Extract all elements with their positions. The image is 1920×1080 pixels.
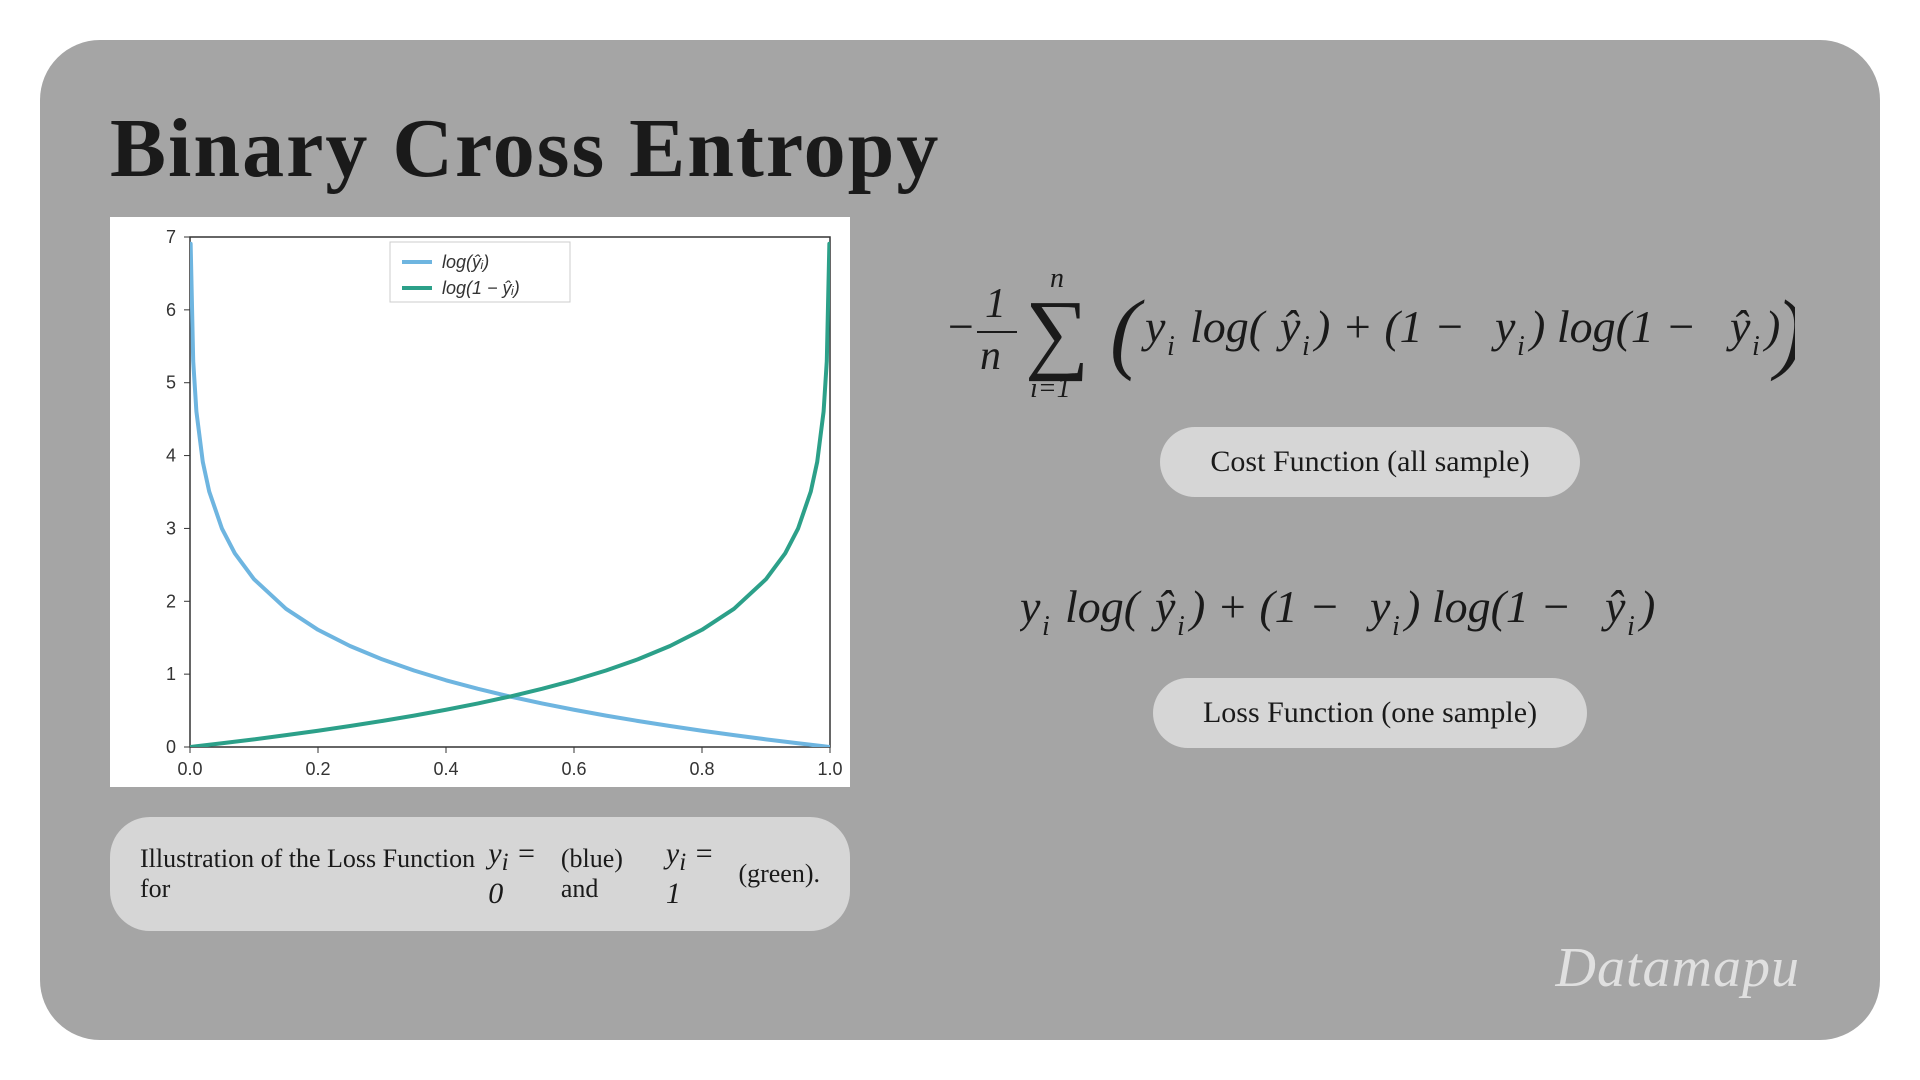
svg-text:log(: log(	[1190, 301, 1267, 352]
svg-text:y: y	[1141, 301, 1166, 352]
cost-function-group: − 1 n ∑ n i=1 ( y i log( ŷ i ) + (1 −	[930, 257, 1810, 497]
svg-text:6: 6	[166, 300, 176, 320]
svg-text:y: y	[1020, 581, 1041, 632]
svg-text:(: (	[1110, 283, 1145, 382]
svg-text:0.4: 0.4	[433, 759, 458, 779]
svg-text:y: y	[1491, 301, 1516, 352]
svg-text:) log(1 −: ) log(1 −	[1402, 581, 1571, 632]
right-panel: − 1 n ∑ n i=1 ( y i log( ŷ i ) + (1 −	[930, 217, 1810, 931]
svg-text:i=1: i=1	[1030, 373, 1071, 404]
caption-prefix: Illustration of the Loss Function for	[140, 844, 480, 904]
brand-logo: Datamapu	[1556, 936, 1800, 1000]
caption-mid-2: (green).	[738, 859, 820, 889]
svg-text:1: 1	[985, 281, 1006, 327]
svg-text:i: i	[1752, 331, 1760, 362]
svg-text:log(1 − ŷᵢ): log(1 − ŷᵢ)	[442, 278, 520, 298]
svg-text:1: 1	[166, 664, 176, 684]
cost-function-label: Cost Function (all sample)	[1160, 427, 1579, 497]
svg-text:i: i	[1392, 611, 1400, 642]
svg-text:1.0: 1.0	[817, 759, 842, 779]
svg-text:∑: ∑	[1025, 283, 1089, 382]
svg-text:i: i	[1302, 331, 1310, 362]
caption-mid-1: (blue) and	[561, 844, 658, 904]
loss-function-group: y i log( ŷ i ) + (1 − y i ) log(1 − ŷ i …	[930, 577, 1810, 748]
svg-text:0.6: 0.6	[561, 759, 586, 779]
caption-math-1: yi = 0	[488, 837, 553, 911]
chart-caption: Illustration of the Loss Function for yi…	[110, 817, 850, 931]
svg-text:−: −	[945, 301, 976, 352]
svg-text:n: n	[980, 333, 1001, 379]
left-panel: 0.0 0.2 0.4 0.6 0.8 1.0 0 1 2 3 4 5 6 7 log(ŷᵢ) log(1 −…	[110, 217, 850, 931]
svg-text:i: i	[1167, 331, 1175, 362]
caption-math-2: yi = 1	[666, 837, 731, 911]
svg-text:0.2: 0.2	[305, 759, 330, 779]
main-title: Binary Cross Entropy	[110, 100, 1810, 197]
svg-text:7: 7	[166, 227, 176, 247]
svg-text:0.8: 0.8	[689, 759, 714, 779]
chart-container: 0.0 0.2 0.4 0.6 0.8 1.0 0 1 2 3 4 5 6 7 log(ŷᵢ) log(1 −…	[110, 217, 850, 787]
svg-text:2: 2	[166, 591, 176, 611]
svg-text:n: n	[1050, 263, 1064, 294]
svg-text:) log(1 −: ) log(1 −	[1527, 301, 1696, 352]
svg-text:0: 0	[166, 737, 176, 757]
svg-text:ŷ: ŷ	[1601, 581, 1626, 632]
loss-chart: 0.0 0.2 0.4 0.6 0.8 1.0 0 1 2 3 4 5 6 7 log(ŷᵢ) log(1 −…	[110, 217, 850, 787]
svg-text:): )	[1637, 581, 1655, 632]
loss-function-label: Loss Function (one sample)	[1153, 678, 1587, 748]
svg-text:) + (1 −: ) + (1 −	[1187, 581, 1340, 632]
svg-text:3: 3	[166, 518, 176, 538]
svg-text:ŷ: ŷ	[1276, 301, 1301, 352]
svg-text:i: i	[1042, 611, 1050, 642]
svg-text:log(: log(	[1065, 581, 1142, 632]
svg-text:5: 5	[166, 373, 176, 393]
cost-function-formula: − 1 n ∑ n i=1 ( y i log( ŷ i ) + (1 −	[945, 257, 1795, 407]
svg-text:i: i	[1177, 611, 1185, 642]
svg-text:) + (1 −: ) + (1 −	[1312, 301, 1465, 352]
svg-text:ŷ: ŷ	[1726, 301, 1751, 352]
loss-function-formula: y i log( ŷ i ) + (1 − y i ) log(1 − ŷ i …	[1020, 577, 1720, 658]
svg-text:4: 4	[166, 446, 176, 466]
svg-text:log(ŷᵢ): log(ŷᵢ)	[442, 252, 489, 272]
svg-text:i: i	[1627, 611, 1635, 642]
svg-text:0.0: 0.0	[177, 759, 202, 779]
svg-text:i: i	[1517, 331, 1525, 362]
svg-text:ŷ: ŷ	[1151, 581, 1176, 632]
content-wrapper: 0.00.20.40.60.81.001234567log(ŷᵢ)log(1 −…	[110, 217, 1810, 931]
svg-text:y: y	[1366, 581, 1391, 632]
infographic-card: Binary Cross Entropy 0.00.20.40.60.81.00…	[40, 40, 1880, 1040]
